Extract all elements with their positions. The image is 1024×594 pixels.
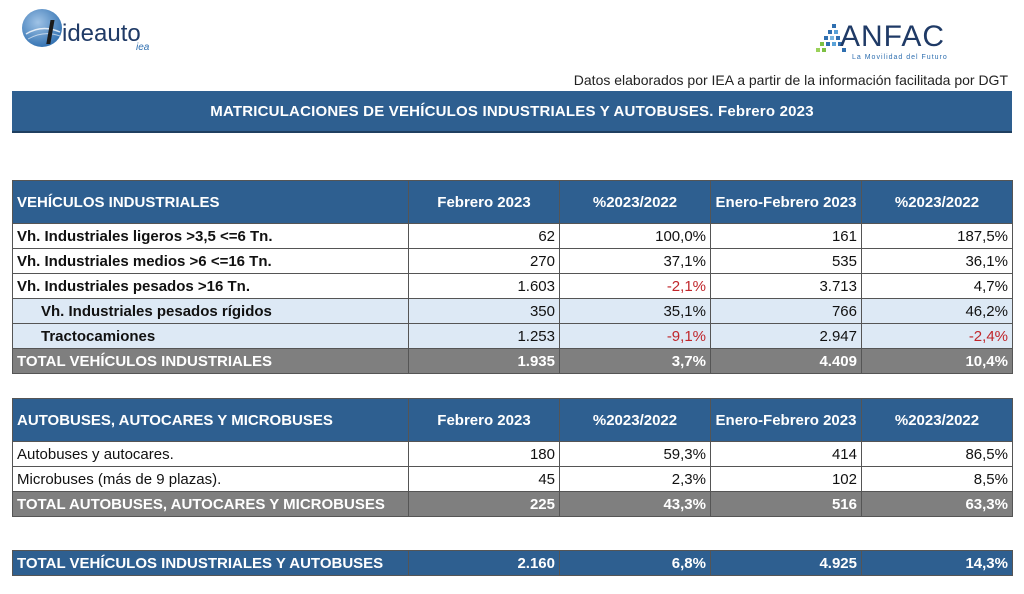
row-label: TOTAL VEHÍCULOS INDUSTRIALES <box>12 348 409 374</box>
row-label: Vh. Industriales ligeros >3,5 <=6 Tn. <box>12 223 409 249</box>
column-header: %2023/2022 <box>559 398 711 442</box>
ideauto-logo-icon <box>22 9 62 47</box>
column-header: %2023/2022 <box>861 180 1013 224</box>
row-label: TOTAL AUTOBUSES, AUTOCARES Y MICROBUSES <box>12 491 409 517</box>
row-label: Vh. Industriales pesados >16 Tn. <box>12 273 409 299</box>
cell-pct-feb: 6,8% <box>559 550 711 576</box>
total-row: TOTAL VEHÍCULOS INDUSTRIALES 1.935 3,7% … <box>12 348 1013 374</box>
column-header: %2023/2022 <box>559 180 711 224</box>
cell-pct-feb: 43,3% <box>559 491 711 517</box>
cell-pct-ytd: 10,4% <box>861 348 1013 374</box>
cell-ytd: 535 <box>710 248 862 274</box>
cell-feb: 1.603 <box>408 273 560 299</box>
cell-feb: 45 <box>408 466 560 492</box>
table-header-row: AUTOBUSES, AUTOCARES Y MICROBUSES Febrer… <box>12 398 1013 442</box>
cell-ytd: 414 <box>710 441 862 467</box>
industrial-vehicles-table: VEHÍCULOS INDUSTRIALES Febrero 2023 %202… <box>12 180 1013 374</box>
anfac-logo-sub: La Movilidad del Futuro <box>852 54 948 61</box>
table-row: Vh. Industriales medios >6 <=16 Tn. 270 … <box>12 248 1013 274</box>
table-row: Vh. Industriales pesados >16 Tn. 1.603 -… <box>12 273 1013 299</box>
cell-feb: 1.935 <box>408 348 560 374</box>
column-header: %2023/2022 <box>861 398 1013 442</box>
column-header: AUTOBUSES, AUTOCARES Y MICROBUSES <box>12 398 409 442</box>
cell-ytd: 516 <box>710 491 862 517</box>
table-row: Vh. Industriales pesados rígidos 350 35,… <box>12 298 1013 324</box>
table-row: Autobuses y autocares. 180 59,3% 414 86,… <box>12 441 1013 467</box>
cell-pct-ytd: 63,3% <box>861 491 1013 517</box>
cell-feb: 62 <box>408 223 560 249</box>
buses-table: AUTOBUSES, AUTOCARES Y MICROBUSES Febrer… <box>12 398 1013 517</box>
cell-feb: 350 <box>408 298 560 324</box>
table-header-row: VEHÍCULOS INDUSTRIALES Febrero 2023 %202… <box>12 180 1013 224</box>
ideauto-logo-sub: iea <box>136 42 150 53</box>
cell-ytd: 161 <box>710 223 862 249</box>
cell-pct-feb: 37,1% <box>559 248 711 274</box>
row-label: Autobuses y autocares. <box>12 441 409 467</box>
row-label: Microbuses (más de 9 plazas). <box>12 466 409 492</box>
grand-total-row: TOTAL VEHÍCULOS INDUSTRIALES Y AUTOBUSES… <box>12 550 1013 576</box>
cell-pct-feb: 3,7% <box>559 348 711 374</box>
column-header: Febrero 2023 <box>408 180 560 224</box>
cell-feb: 270 <box>408 248 560 274</box>
total-row: TOTAL AUTOBUSES, AUTOCARES Y MICROBUSES … <box>12 491 1013 517</box>
column-header: Enero-Febrero 2023 <box>710 398 862 442</box>
ideauto-logo: ideauto iea <box>20 6 170 53</box>
row-label: TOTAL VEHÍCULOS INDUSTRIALES Y AUTOBUSES <box>12 550 409 576</box>
ideauto-logo-text: ideauto <box>62 20 141 47</box>
anfac-logo-text: ANFAC <box>840 20 946 53</box>
table-row: Tractocamiones 1.253 -9,1% 2.947 -2,4% <box>12 323 1013 349</box>
cell-pct-feb: -2,1% <box>559 273 711 299</box>
cell-pct-ytd: 14,3% <box>861 550 1013 576</box>
cell-ytd: 3.713 <box>710 273 862 299</box>
cell-pct-ytd: 187,5% <box>861 223 1013 249</box>
table-row: Microbuses (más de 9 plazas). 45 2,3% 10… <box>12 466 1013 492</box>
cell-pct-ytd: 4,7% <box>861 273 1013 299</box>
anfac-logo-icon <box>816 24 846 52</box>
cell-feb: 225 <box>408 491 560 517</box>
cell-pct-ytd: 8,5% <box>861 466 1013 492</box>
column-header: Febrero 2023 <box>408 398 560 442</box>
grand-total-table: TOTAL VEHÍCULOS INDUSTRIALES Y AUTOBUSES… <box>12 550 1013 576</box>
cell-ytd: 766 <box>710 298 862 324</box>
cell-pct-ytd: 86,5% <box>861 441 1013 467</box>
cell-pct-feb: 2,3% <box>559 466 711 492</box>
row-label: Tractocamiones <box>12 323 409 349</box>
cell-ytd: 102 <box>710 466 862 492</box>
column-header: VEHÍCULOS INDUSTRIALES <box>12 180 409 224</box>
cell-pct-feb: 100,0% <box>559 223 711 249</box>
table-row: Vh. Industriales ligeros >3,5 <=6 Tn. 62… <box>12 223 1013 249</box>
cell-pct-feb: 59,3% <box>559 441 711 467</box>
cell-feb: 180 <box>408 441 560 467</box>
source-note: Datos elaborados por IEA a partir de la … <box>573 72 1008 88</box>
cell-pct-ytd: 36,1% <box>861 248 1013 274</box>
cell-pct-feb: 35,1% <box>559 298 711 324</box>
cell-ytd: 2.947 <box>710 323 862 349</box>
cell-pct-feb: -9,1% <box>559 323 711 349</box>
cell-feb: 2.160 <box>408 550 560 576</box>
page-title: MATRICULACIONES DE VEHÍCULOS INDUSTRIALE… <box>12 91 1012 133</box>
cell-pct-ytd: -2,4% <box>861 323 1013 349</box>
cell-feb: 1.253 <box>408 323 560 349</box>
column-header: Enero-Febrero 2023 <box>710 180 862 224</box>
cell-pct-ytd: 46,2% <box>861 298 1013 324</box>
cell-ytd: 4.925 <box>710 550 862 576</box>
anfac-logo: ANFAC La Movilidad del Futuro <box>812 18 972 64</box>
row-label: Vh. Industriales medios >6 <=16 Tn. <box>12 248 409 274</box>
row-label: Vh. Industriales pesados rígidos <box>12 298 409 324</box>
cell-ytd: 4.409 <box>710 348 862 374</box>
